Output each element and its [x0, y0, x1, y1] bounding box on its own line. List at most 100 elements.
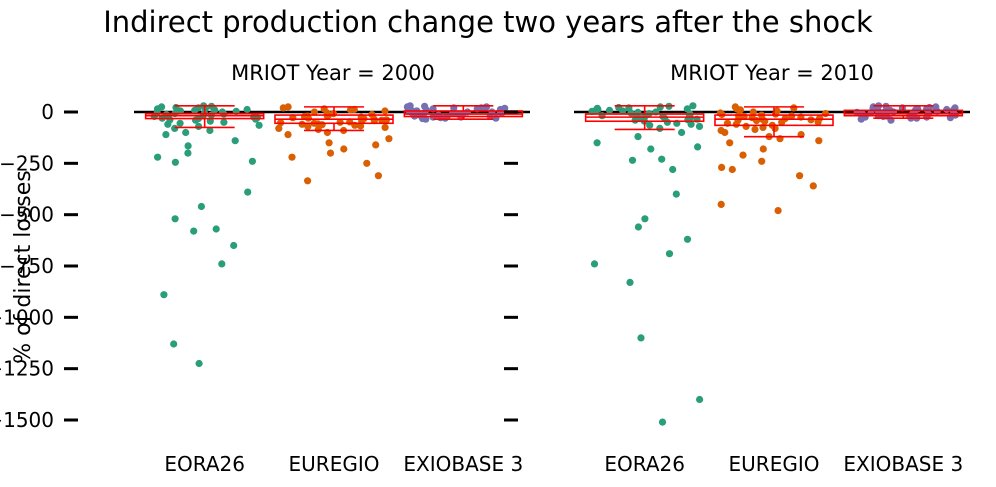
data-point	[821, 110, 830, 118]
data-point	[422, 115, 430, 123]
data-point	[605, 106, 614, 114]
data-point	[634, 133, 642, 141]
data-point	[176, 107, 185, 115]
x-tick-label: EORA26	[604, 452, 685, 476]
data-point	[404, 106, 412, 114]
data-point	[718, 163, 726, 171]
data-point	[164, 120, 172, 128]
data-point	[815, 137, 823, 145]
data-point	[191, 106, 199, 114]
data-point	[739, 151, 747, 159]
data-point	[212, 225, 220, 233]
data-point	[778, 118, 786, 126]
facet-title: MRIOT Year = 2000	[231, 61, 435, 85]
data-point	[732, 120, 740, 128]
data-point	[726, 139, 734, 147]
data-point	[656, 124, 664, 132]
data-point	[796, 172, 804, 180]
data-point	[340, 145, 348, 153]
data-point	[889, 108, 898, 116]
data-point	[672, 190, 680, 198]
data-point	[190, 227, 198, 235]
y-axis-label: % of direct losses	[11, 170, 36, 363]
data-point	[665, 250, 674, 258]
data-point	[809, 182, 817, 190]
data-point	[162, 131, 170, 139]
x-tick-label: EXIOBASE 3	[403, 452, 523, 476]
y-tick-label: −250	[0, 151, 54, 175]
facet-title: MRIOT Year = 2010	[670, 61, 874, 85]
data-point	[932, 103, 940, 111]
y-tick-label: −1250	[0, 357, 54, 381]
data-point	[658, 418, 667, 426]
data-point	[284, 131, 292, 139]
data-point	[695, 122, 704, 130]
data-point	[374, 172, 382, 180]
data-point	[275, 124, 283, 132]
y-tick-label: 0	[41, 100, 54, 124]
data-point	[694, 143, 702, 151]
data-point	[598, 112, 606, 120]
data-point	[774, 207, 782, 215]
data-point	[314, 125, 322, 134]
data-point	[619, 107, 627, 115]
data-point	[590, 260, 599, 268]
x-tick-label: EUREGIO	[289, 452, 380, 476]
data-point	[171, 124, 179, 132]
data-point	[637, 334, 645, 342]
data-point	[593, 139, 601, 147]
data-point	[171, 215, 179, 223]
data-point	[195, 122, 203, 130]
y-tick-label: −1000	[0, 305, 54, 329]
data-point	[372, 141, 380, 149]
data-point	[230, 241, 238, 250]
data-point	[220, 118, 228, 126]
data-point	[170, 340, 178, 348]
data-point	[588, 107, 596, 115]
data-point	[696, 395, 704, 404]
data-point	[160, 291, 168, 299]
data-point	[255, 121, 263, 129]
data-point	[628, 156, 637, 164]
data-point	[742, 122, 750, 130]
data-point	[943, 105, 951, 114]
data-point	[689, 102, 697, 110]
data-point	[759, 145, 767, 153]
y-tick-label: −500	[0, 203, 54, 227]
data-point	[647, 145, 655, 153]
data-point	[923, 113, 931, 121]
data-point	[325, 139, 333, 147]
data-point	[363, 159, 371, 167]
data-point	[678, 128, 686, 137]
data-point	[385, 135, 393, 143]
x-tick-label: EUREGIO	[729, 452, 820, 476]
data-point	[687, 120, 695, 128]
data-point	[641, 215, 649, 223]
data-point	[736, 106, 745, 114]
data-point	[304, 177, 312, 185]
data-point	[197, 202, 205, 211]
facets: MRIOT Year = 2000 0 −250 −500 −750 −1000 −1250…	[0, 61, 970, 476]
data-point	[288, 153, 296, 161]
data-point	[206, 117, 214, 125]
data-point	[658, 155, 666, 163]
data-point	[683, 235, 692, 243]
data-point	[182, 128, 190, 137]
x-tick-label: EORA26	[164, 452, 245, 476]
data-point	[192, 116, 200, 124]
data-point	[381, 123, 389, 131]
data-point	[206, 126, 214, 135]
data-point	[336, 118, 344, 126]
data-point	[326, 149, 335, 157]
data-point	[758, 157, 766, 165]
data-point	[248, 157, 256, 165]
data-point	[243, 105, 251, 114]
data-point	[814, 118, 822, 126]
data-point	[749, 108, 757, 116]
data-point	[646, 121, 654, 129]
data-point	[154, 153, 162, 161]
data-point	[663, 118, 672, 126]
data-point	[626, 278, 634, 286]
data-point	[717, 200, 725, 208]
